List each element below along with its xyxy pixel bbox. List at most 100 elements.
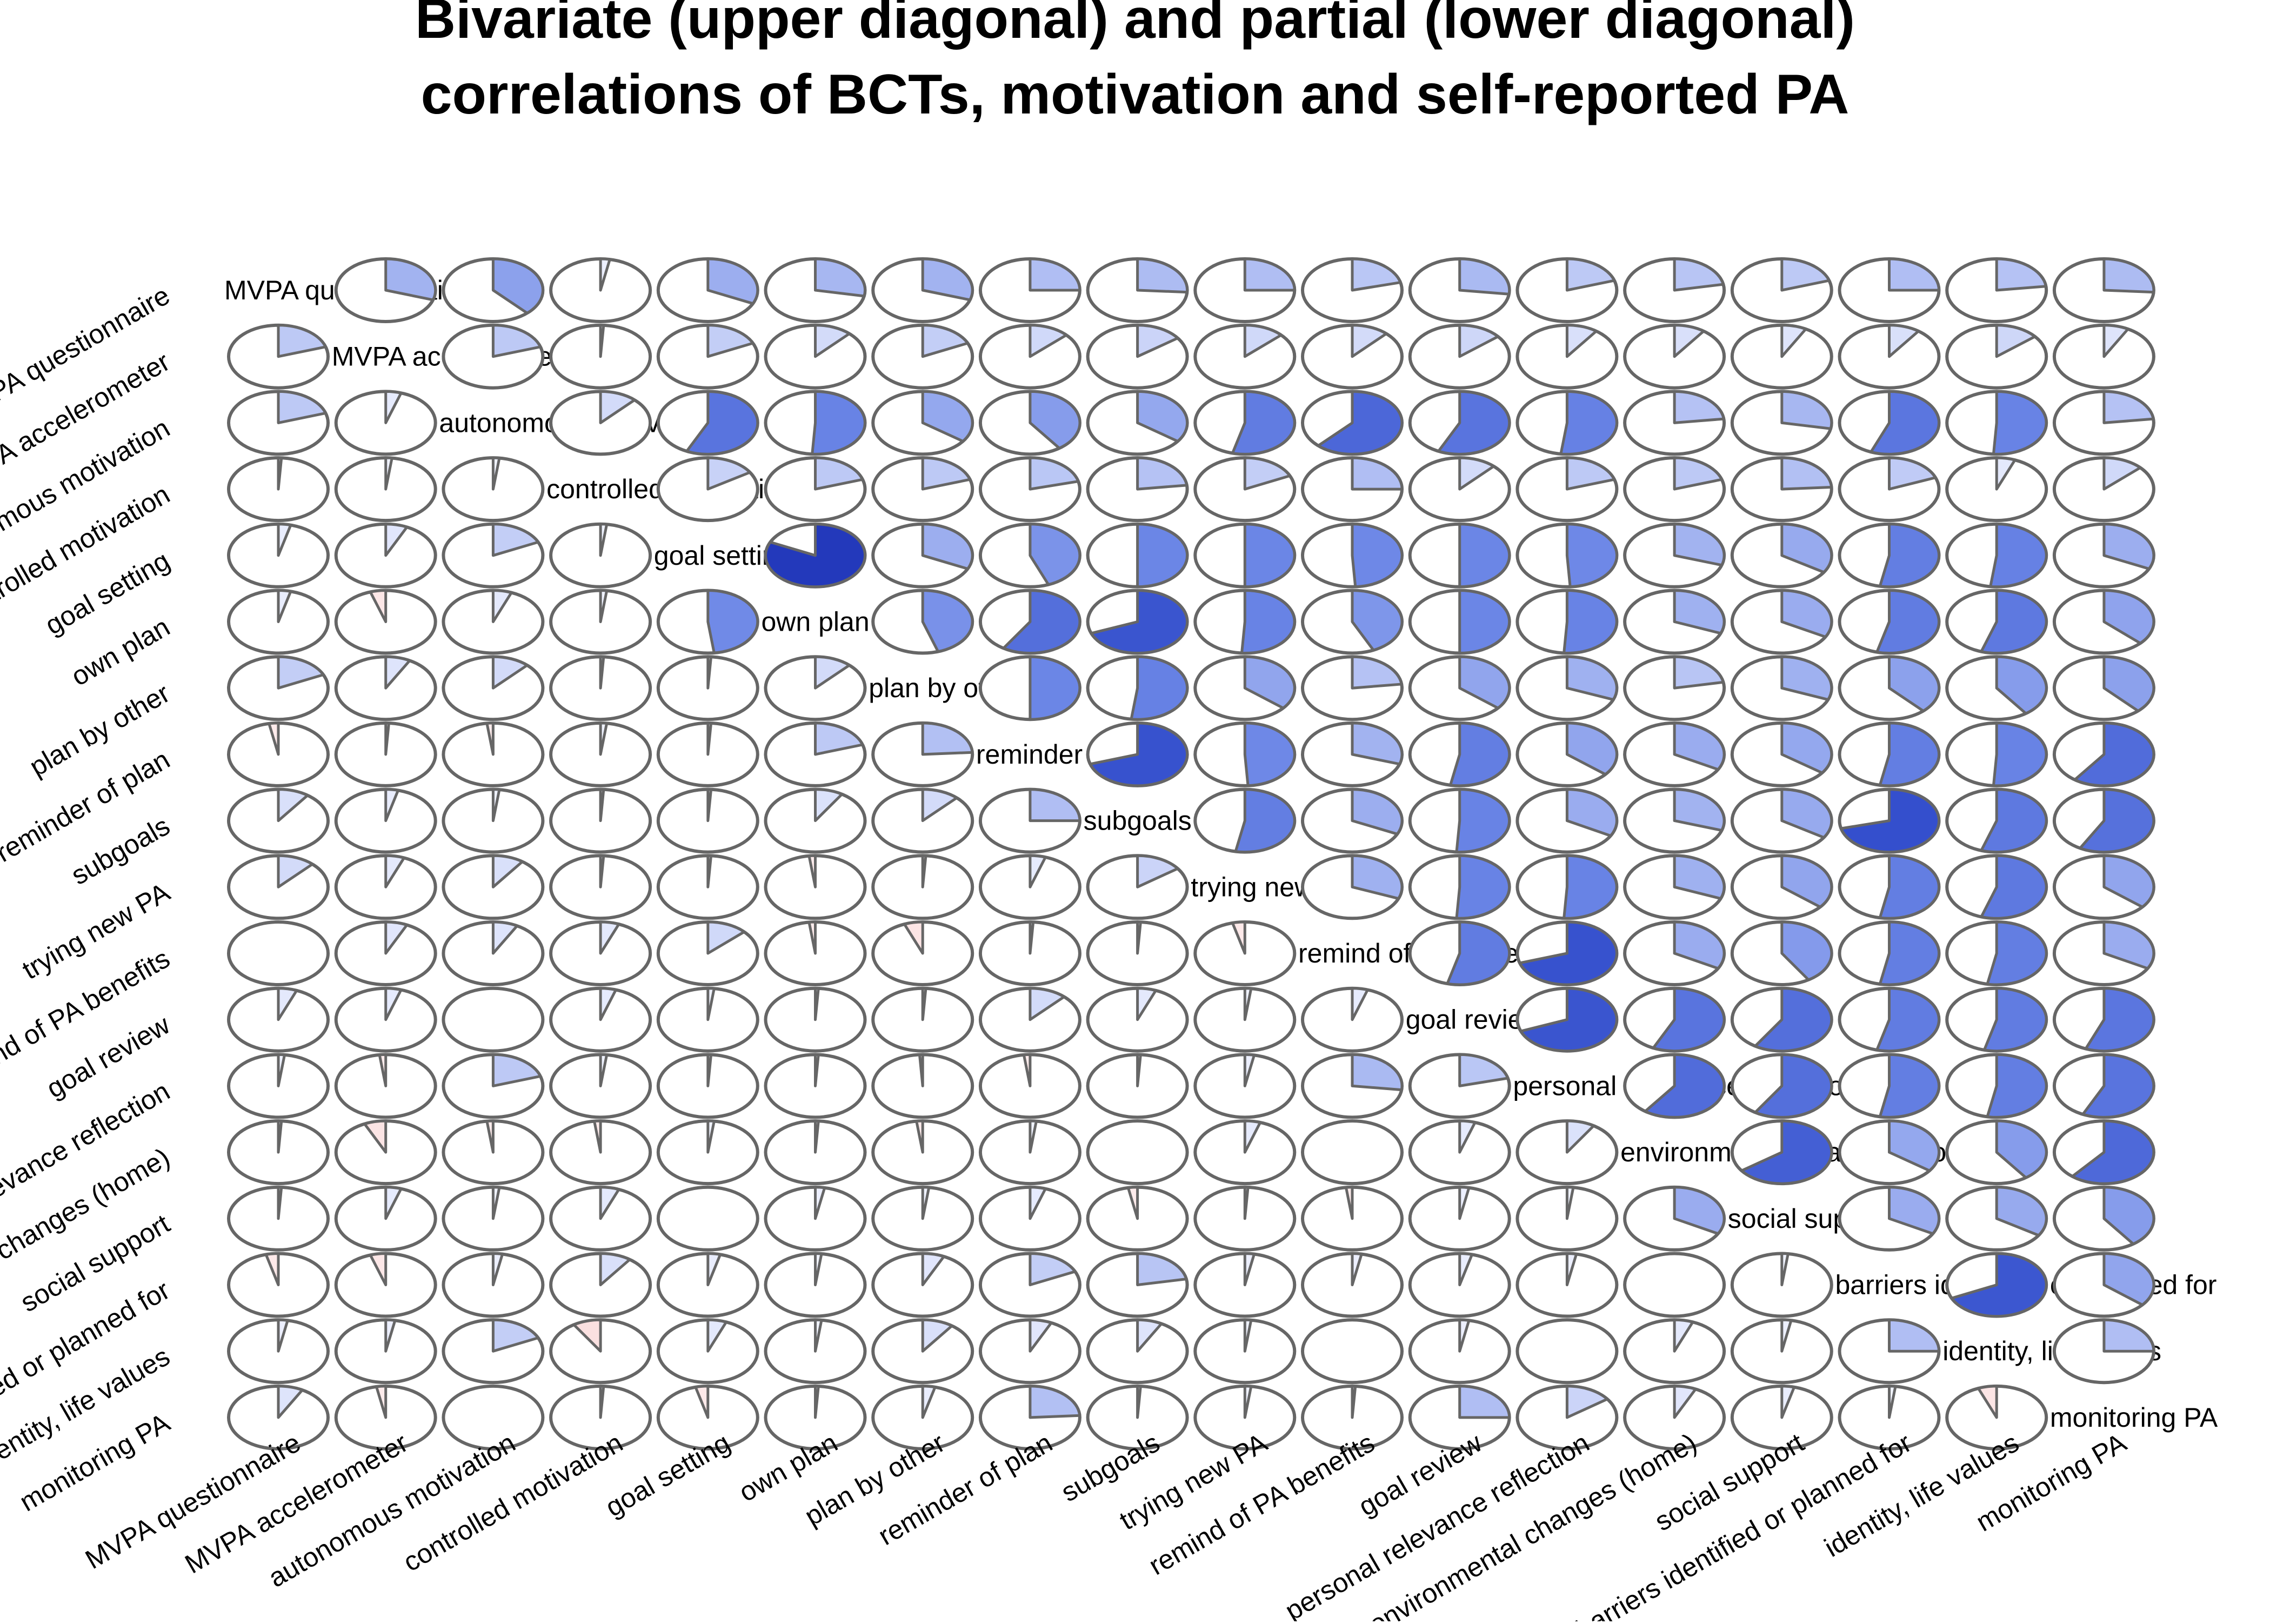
pie-cell-remind-of-pa-benefits--personal-relevance-reflection (1515, 920, 1619, 986)
pie-slice (1563, 854, 1618, 920)
pie-cell-controlled-motivation--social-support (1730, 456, 1833, 523)
pie-slice (1780, 390, 1833, 430)
pie-slice (384, 390, 403, 424)
pie-cell-own-plan--goal-setting (656, 589, 759, 655)
pie-cell-personal-relevance-reflection--social-support (1730, 1053, 1833, 1119)
pie-slice (491, 523, 540, 557)
pie-cell-autonomous-motivation--controlled-motivation (549, 390, 652, 456)
pie-cell-autonomous-motivation--subgoals (1086, 390, 1189, 456)
pie-slice (814, 324, 851, 358)
pie-cell-mvpa-accelerometer--trying-new-pa (1193, 323, 1297, 390)
pie-cell-social-support--autonomous-motivation (442, 1185, 545, 1252)
pie-cell-mvpa-questionnaire--barriers-identified-or-planned-for (1838, 257, 1941, 323)
pie-cell-barriers-identified-or-planned-for--social-support (1730, 1252, 1833, 1318)
pie-slice (384, 1186, 403, 1220)
pie-slice (1029, 1252, 1077, 1286)
pie-cell-identity-life-values--plan-by-other (871, 1318, 974, 1385)
pie-slice (1351, 1252, 1363, 1286)
pie-slice (277, 987, 298, 1021)
pie-cell-controlled-motivation--environmental-changes-home (1623, 456, 1726, 523)
pie-cell-subgoals--goal-setting (656, 787, 759, 854)
pie-slice (1455, 788, 1511, 854)
pie-slice (814, 1053, 820, 1087)
pie-slice (1754, 987, 1833, 1053)
pie-slice (384, 523, 409, 557)
pie-cell-reminder-of-plan--own-plan (764, 721, 867, 787)
pie-slice (1878, 523, 1940, 589)
pie-slice (814, 721, 864, 756)
pie-slice (1458, 1252, 1474, 1286)
pie-cell-autonomous-motivation--trying-new-pa (1193, 390, 1297, 456)
pie-cell-mvpa-questionnaire--personal-relevance-reflection (1515, 257, 1619, 323)
pie-slice (2102, 589, 2155, 645)
pie-outline (1301, 1318, 1404, 1385)
pie-cell-controlled-motivation--remind-of-pa-benefits (1301, 456, 1404, 523)
pie-cell-identity-life-values--monitoring-pa (2052, 1318, 2155, 1385)
pie-cell-subgoals--environmental-changes-home (1623, 787, 1726, 854)
pie-slice (1992, 721, 2048, 787)
pie-slice (599, 257, 611, 292)
pie-cell-mvpa-accelerometer--reminder-of-plan (978, 323, 1081, 390)
pie-cell-goal-review--subgoals (1086, 986, 1189, 1053)
pie-slice (1673, 721, 1726, 771)
pie-slice (1243, 324, 1283, 358)
pie-cell-monitoring-pa--goal-review (1408, 1384, 1511, 1451)
pie-slice (491, 456, 501, 491)
pie-slice (277, 1119, 283, 1154)
pie-slice (599, 788, 605, 823)
pie-cell-environmental-changes-home--identity-life-values (1945, 1119, 2048, 1186)
pie-cell-own-plan--plan-by-other (871, 589, 974, 655)
pie-cell-environmental-changes-home--mvpa-questionnaire (227, 1119, 330, 1186)
pie-slice (1565, 788, 1618, 838)
pie-cell-reminder-of-plan--environmental-changes-home (1623, 721, 1726, 787)
pie-cell-plan-by-other--trying-new-pa (1193, 655, 1297, 721)
pie-cell-plan-by-other--identity-life-values (1945, 655, 2048, 721)
pie-cell-barriers-identified-or-planned-for--remind-of-pa-benefits (1301, 1252, 1404, 1318)
pie-cell-remind-of-pa-benefits--goal-review (1408, 920, 1511, 986)
pie-cell-own-plan--reminder-of-plan (978, 589, 1081, 655)
pie-slice (2102, 523, 2155, 570)
pie-slice (485, 1119, 495, 1154)
pie-cell-identity-life-values--social-support (1730, 1318, 1833, 1385)
pie-cell-remind-of-pa-benefits--social-support (1730, 920, 1833, 986)
pie-cell-personal-relevance-reflection--environmental-changes-home (1623, 1053, 1726, 1119)
pie-cell-social-support--plan-by-other (871, 1185, 974, 1252)
pie-cell-mvpa-questionnaire--monitoring-pa (2052, 257, 2155, 323)
pie-slice (1989, 523, 2048, 589)
pie-slice (814, 788, 844, 823)
pie-slice (1644, 1053, 1726, 1119)
pie-slice (2071, 1119, 2155, 1185)
pie-slice (1980, 854, 2048, 920)
pie-slice (1673, 456, 1724, 491)
pie-slice (599, 987, 618, 1021)
pie-slice (2102, 920, 2155, 970)
pie-cell-own-plan--personal-relevance-reflection (1515, 589, 1619, 655)
pie-cell-remind-of-pa-benefits--reminder-of-plan (978, 920, 1081, 986)
pie-slice (1136, 1385, 1142, 1419)
pie-slice (1888, 655, 1940, 712)
pie-slice (491, 1186, 501, 1220)
pie-slice (921, 523, 974, 570)
pie-slice (903, 920, 924, 955)
pie-cell-environmental-changes-home--mvpa-accelerometer (334, 1119, 437, 1186)
pie-cell-personal-relevance-reflection--goal-setting (656, 1053, 759, 1119)
pie-slice (1243, 1053, 1256, 1087)
pie-cell-social-support--identity-life-values (1945, 1185, 2048, 1252)
pie-cell-controlled-motivation--goal-review (1408, 456, 1511, 523)
pie-slice (277, 456, 283, 491)
pie-slice (1780, 1252, 1790, 1286)
pie-slice (1458, 1119, 1477, 1154)
pie-slice (814, 1186, 826, 1220)
pie-cell-own-plan--monitoring-pa (2052, 589, 2155, 655)
pie-slice (1136, 456, 1189, 491)
pie-slice (915, 1119, 924, 1154)
pie-slice (1136, 523, 1189, 589)
pie-slice (1243, 456, 1292, 491)
pie-outline (1301, 1119, 1404, 1186)
pie-slice (1126, 1186, 1139, 1220)
pie-slice (1243, 523, 1296, 589)
pie-cell-goal-setting--autonomous-motivation (442, 522, 545, 589)
pie-slice (1673, 1318, 1694, 1353)
pie-cell-goal-review--environmental-changes-home (1623, 986, 1726, 1053)
